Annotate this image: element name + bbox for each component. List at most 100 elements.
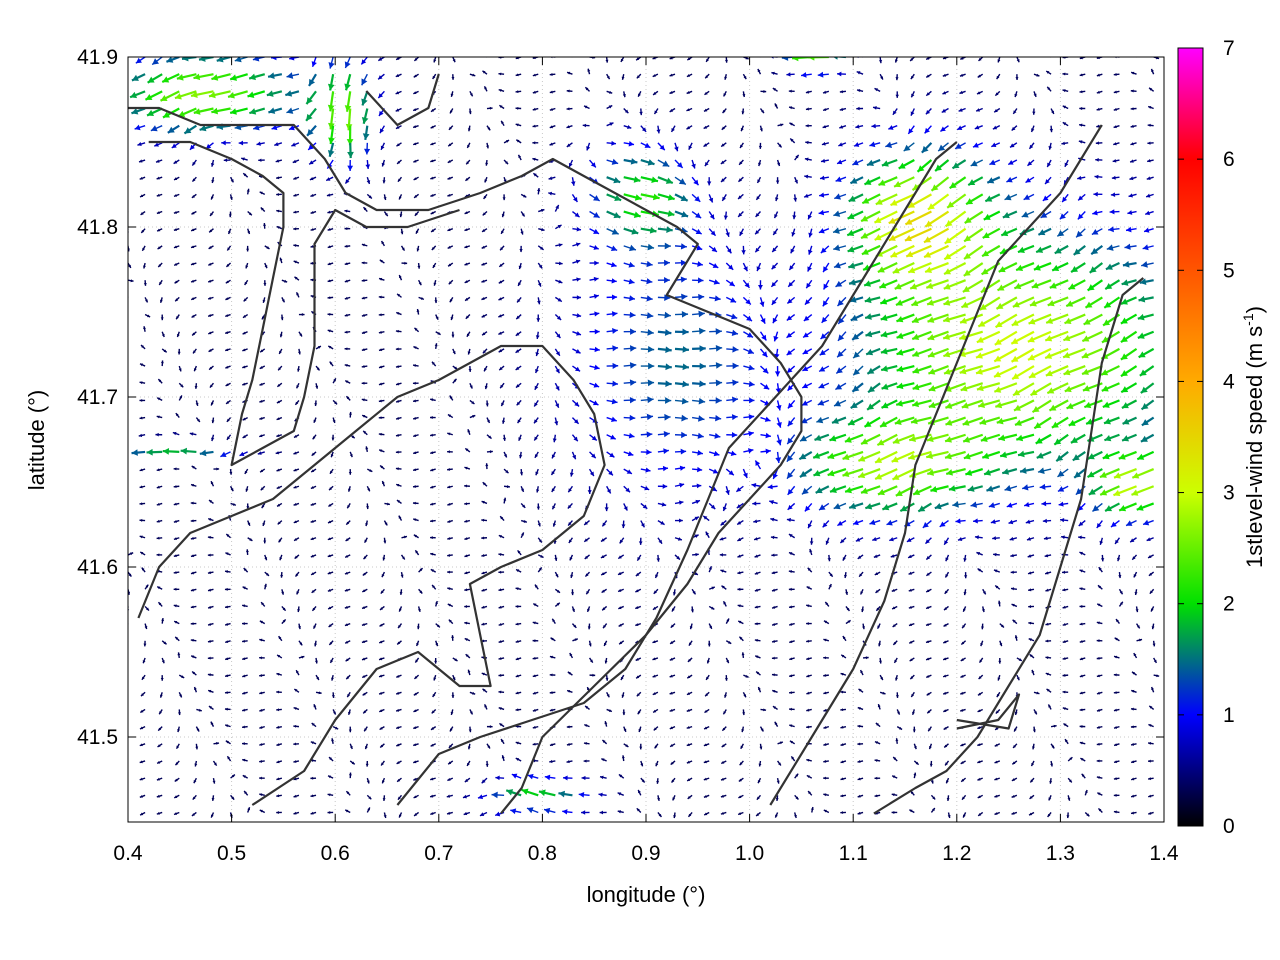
wind-vector-head [515, 106, 519, 110]
wind-vector-head [955, 143, 962, 149]
wind-vector [128, 383, 129, 384]
wind-vector-head [654, 110, 658, 115]
wind-vector [640, 227, 657, 234]
wind-vector-head [833, 262, 841, 269]
wind-vector [970, 159, 984, 167]
wind-vector-head [926, 57, 930, 60]
wind-vector [984, 193, 1001, 203]
wind-vector-head [413, 74, 417, 78]
wind-vector-head [964, 216, 972, 224]
wind-vector-head [888, 125, 894, 130]
wind-vector-head [228, 214, 232, 218]
wind-vector-head [160, 317, 164, 321]
wind-vector-head [1045, 179, 1050, 184]
wind-vector-head [874, 234, 882, 241]
wind-vector [963, 262, 984, 277]
wind-vector [381, 159, 386, 167]
wind-vector [790, 245, 796, 254]
wind-vector-head [568, 162, 573, 168]
wind-vector-head [647, 243, 655, 251]
wind-vector-head [630, 158, 638, 165]
wind-vector-head [448, 263, 452, 267]
wind-vector-head [309, 176, 314, 181]
wind-vector [1084, 296, 1103, 309]
wind-vector [555, 261, 563, 266]
wind-vector [674, 210, 689, 218]
wind-vector [606, 140, 617, 146]
wind-vector [623, 124, 632, 129]
wind-vector-head [364, 148, 371, 155]
wind-vector [267, 72, 283, 79]
wind-vector [959, 90, 966, 95]
wind-vector-head [481, 262, 485, 266]
wind-vector [199, 124, 214, 132]
wind-vector [520, 228, 524, 235]
wind-vector [759, 297, 765, 307]
wind-vector-head [124, 311, 127, 314]
wind-vector [739, 228, 745, 237]
wind-vector [268, 107, 283, 114]
wind-vector-head [962, 285, 970, 292]
wind-vector-head [864, 296, 872, 304]
wind-vector-head [1078, 195, 1084, 201]
wind-vector-head [174, 262, 178, 266]
wind-vector [344, 279, 351, 283]
wind-vector [923, 244, 949, 259]
wind-vector-head [759, 128, 763, 132]
wind-vector [871, 123, 881, 129]
wind-vector-head [723, 93, 727, 97]
wind-vector [1016, 57, 1020, 63]
wind-vector [190, 245, 197, 249]
wind-vector-head [680, 194, 688, 201]
wind-vector-head [1127, 210, 1133, 215]
wind-vector [879, 73, 884, 80]
wind-vector [771, 296, 779, 306]
wind-vector [606, 262, 617, 268]
wind-vector-head [652, 57, 656, 60]
wind-vector [292, 159, 300, 164]
wind-vector [191, 176, 197, 183]
wind-vector-head [156, 211, 160, 214]
wind-vector [657, 277, 670, 284]
wind-vector-head [123, 417, 126, 420]
wind-vector-shaft [128, 400, 129, 402]
wind-vector [432, 262, 437, 269]
wind-vector [399, 211, 403, 218]
wind-vector-head [291, 142, 296, 147]
wind-vector-head [983, 213, 991, 220]
wind-vector-head [878, 59, 883, 64]
wind-vector-head [879, 282, 887, 289]
wind-vector [856, 70, 864, 75]
wind-vector [653, 108, 659, 115]
wind-vector-head [549, 90, 553, 94]
wind-vector-head [925, 110, 931, 115]
wind-vector-head [123, 517, 126, 520]
wind-vector [532, 157, 539, 161]
wind-vector [294, 276, 300, 281]
wind-vector-head [379, 259, 383, 263]
wind-vector [1130, 71, 1137, 75]
wind-vector-head [709, 214, 715, 220]
wind-vector [447, 228, 454, 232]
wind-vector-head [960, 57, 964, 60]
wind-vector [898, 159, 915, 170]
wind-vector [758, 142, 762, 149]
wind-vector-head [774, 214, 778, 219]
wind-vector-head [130, 91, 138, 99]
wind-vector-head [628, 261, 635, 268]
wind-vector [951, 159, 967, 170]
wind-vector-head [566, 107, 570, 111]
wind-vector-head [246, 248, 250, 252]
wind-vector-head [268, 72, 275, 79]
wind-vector [1129, 159, 1137, 163]
wind-vector [742, 73, 747, 80]
wind-vector-head [1147, 123, 1151, 127]
wind-vector-head [1113, 72, 1117, 76]
wind-vector-head [888, 234, 896, 241]
wind-vector-head [1010, 143, 1015, 148]
wind-vector-head [271, 57, 277, 61]
wind-vector-head [963, 269, 971, 276]
wind-vector-head [150, 125, 158, 132]
wind-vector-head [1047, 86, 1051, 91]
wind-vector-head [192, 161, 196, 166]
